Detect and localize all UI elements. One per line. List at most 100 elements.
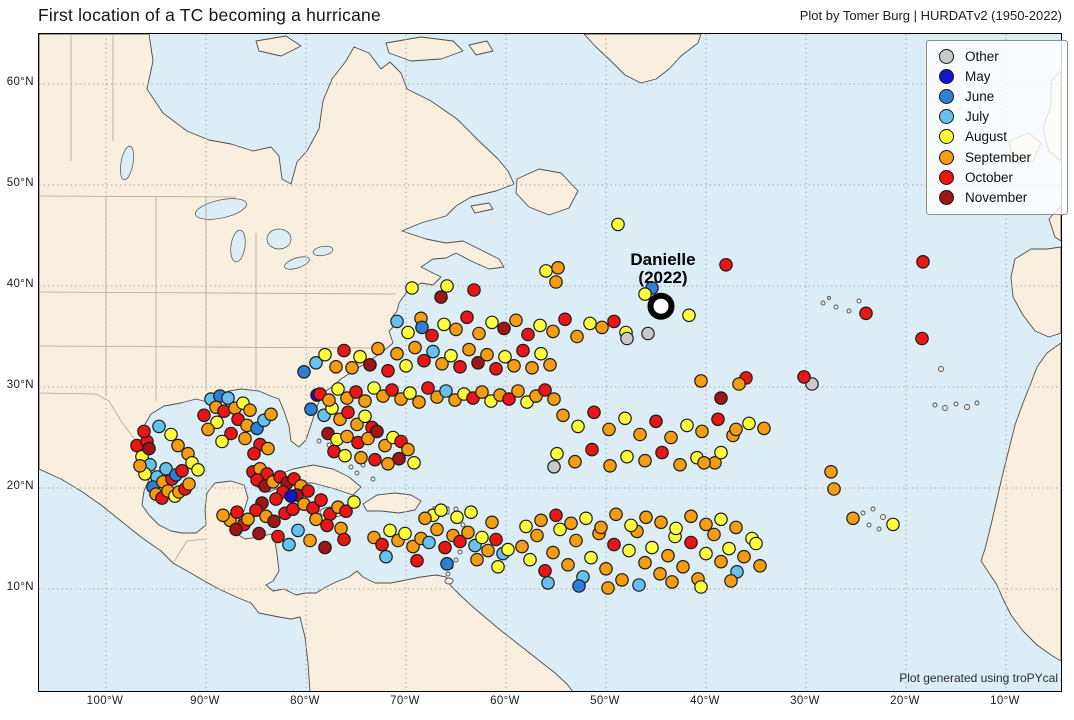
data-point: [221, 391, 235, 405]
legend-swatch: [939, 109, 954, 125]
data-point: [530, 528, 544, 543]
data-point: [334, 521, 348, 536]
legend-label: September: [965, 149, 1032, 165]
legend-item-june: June: [927, 86, 1067, 106]
legend-swatch: [939, 88, 954, 104]
x-tick-label: 60°W: [490, 695, 520, 707]
data-point: [238, 431, 252, 446]
data-point: [753, 558, 767, 573]
data-point: [633, 427, 647, 442]
data-point: [916, 254, 930, 269]
data-point: [572, 579, 586, 593]
data-point: [467, 283, 481, 297]
data-point: [197, 408, 211, 423]
data-point: [216, 508, 230, 523]
data-point: [383, 523, 397, 538]
data-point: [569, 533, 583, 548]
data-point: [252, 526, 266, 541]
legend-item-other: Other: [927, 46, 1067, 66]
legend-swatch: [939, 169, 954, 185]
data-point: [594, 520, 608, 535]
data-point: [661, 548, 675, 563]
x-tick-label: 20°W: [890, 695, 920, 707]
data-point: [392, 451, 406, 466]
data-point: [622, 543, 636, 558]
land-shape: [460, 522, 466, 528]
data-point: [511, 384, 525, 398]
data-point: [534, 346, 548, 361]
lake: [312, 245, 334, 257]
land-shape: [385, 36, 464, 62]
data-point: [318, 540, 332, 555]
data-point: [406, 539, 420, 554]
data-point: [620, 331, 634, 346]
data-point: [286, 502, 300, 516]
data-point: [697, 455, 711, 470]
data-point: [329, 359, 343, 374]
data-points-layer: [130, 217, 930, 595]
legend-label: Other: [965, 48, 999, 64]
data-point: [533, 318, 547, 333]
x-tick-label: 90°W: [190, 695, 220, 707]
data-point: [475, 385, 489, 399]
data-point: [460, 310, 474, 325]
data-point: [378, 438, 392, 453]
land-shape: [932, 402, 938, 408]
data-point: [699, 517, 713, 532]
data-point: [797, 370, 811, 384]
data-point: [475, 530, 489, 545]
data-point: [587, 405, 601, 420]
data-point: [361, 431, 375, 446]
data-point: [583, 316, 597, 331]
data-point: [827, 482, 841, 496]
data-point: [230, 505, 244, 519]
data-point: [331, 382, 345, 396]
data-point: [133, 458, 147, 473]
data-point: [318, 347, 332, 362]
land-shape: [468, 40, 494, 56]
data-point: [350, 417, 364, 432]
data-point: [379, 549, 393, 564]
data-point: [749, 536, 763, 551]
data-point: [215, 434, 229, 449]
land-shape: [942, 405, 948, 411]
data-point: [415, 320, 429, 335]
data-point: [297, 364, 311, 379]
data-point: [534, 513, 548, 528]
legend-item-may: May: [927, 66, 1067, 86]
data-point: [846, 511, 860, 526]
data-point: [669, 521, 683, 536]
land-shape: [974, 400, 980, 406]
data-point: [729, 520, 743, 535]
land-shape: [255, 35, 302, 57]
legend-swatch: [939, 68, 954, 84]
data-point: [426, 344, 440, 359]
land-shape: [866, 522, 872, 528]
legend-label: August: [965, 129, 1008, 145]
lakes-layer: [120, 145, 334, 270]
data-point: [385, 383, 399, 397]
data-point: [430, 522, 444, 537]
data-point: [546, 324, 560, 339]
data-point: [699, 546, 713, 561]
data-point: [564, 516, 578, 531]
legend-item-july: July: [927, 107, 1067, 127]
data-point: [515, 539, 529, 554]
land-shape: [938, 366, 944, 372]
data-point: [570, 329, 584, 344]
data-point: [171, 438, 185, 453]
state-border: [39, 291, 397, 295]
state-border: [39, 345, 372, 349]
legend-label: July: [965, 109, 990, 125]
data-point: [449, 322, 463, 337]
data-point: [641, 326, 655, 341]
data-point: [498, 349, 512, 364]
data-point: [401, 442, 415, 457]
data-point: [673, 457, 687, 472]
plot-attribution: Plot by Tomer Burg | HURDATv2 (1950-2022…: [799, 8, 1062, 23]
x-tick-label: 50°W: [590, 695, 620, 707]
land-shape: [856, 298, 862, 304]
data-point: [461, 525, 475, 540]
data-point: [349, 385, 363, 399]
